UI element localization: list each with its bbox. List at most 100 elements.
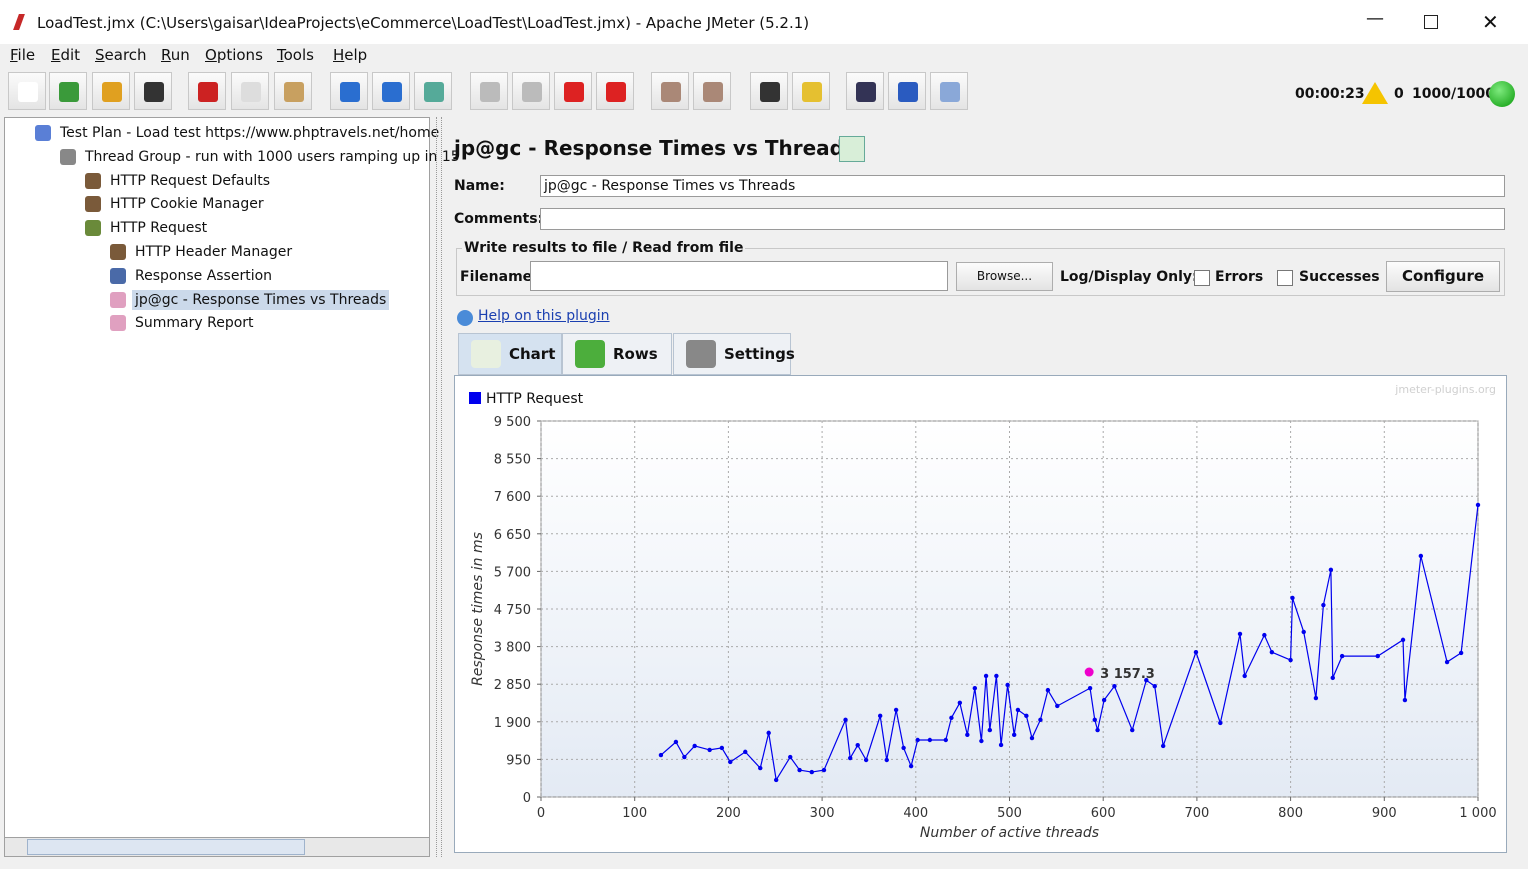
toolbar-button[interactable] [792, 72, 830, 110]
comments-field[interactable] [540, 208, 1505, 230]
toolbar-button[interactable] [846, 72, 884, 110]
tree-node[interactable]: HTTP Cookie Manager [110, 196, 264, 213]
warning-count: 0 [1394, 86, 1404, 102]
node-icon [110, 291, 126, 308]
data-point [766, 730, 771, 736]
node-icon [85, 172, 101, 189]
toolbar-button[interactable] [554, 72, 592, 110]
splitter[interactable] [436, 117, 442, 857]
toolbar-button[interactable] [470, 72, 508, 110]
data-point [658, 752, 664, 758]
data-point [1237, 631, 1243, 637]
maximize[interactable] [1424, 15, 1438, 29]
toolbar-button[interactable] [414, 72, 452, 110]
y-tick-label: 1 900 [494, 716, 531, 731]
menu-item[interactable]: Edit [51, 46, 81, 64]
data-point [1087, 685, 1093, 691]
legend-label: HTTP Request [486, 391, 584, 407]
tree-node[interactable]: HTTP Request [110, 220, 208, 237]
data-point [972, 685, 978, 691]
minimize[interactable]: — [1366, 8, 1384, 29]
node-icon [110, 267, 126, 284]
hover-point [1084, 667, 1094, 677]
errors-checkbox[interactable] [1194, 270, 1210, 286]
tab[interactable]: Rows [562, 333, 672, 375]
data-point [1055, 703, 1060, 709]
data-point [1038, 717, 1043, 723]
toolbar-button[interactable] [512, 72, 550, 110]
expand-icon[interactable] [839, 136, 865, 162]
toolbar-button[interactable] [651, 72, 689, 110]
name-field[interactable]: jp@gc - Response Times vs Threads [540, 175, 1505, 197]
data-point [1193, 649, 1199, 655]
tree-node[interactable]: Response Assertion [135, 267, 273, 284]
data-point [1024, 713, 1029, 719]
toolbar-button[interactable] [888, 72, 926, 110]
tab-icon [575, 340, 605, 368]
configure-button[interactable]: Configure [1386, 261, 1500, 292]
toolbar-button[interactable] [188, 72, 226, 110]
data-point [1321, 602, 1326, 608]
scroll-thumb[interactable] [27, 839, 305, 855]
data-point [1290, 595, 1295, 601]
data-point [983, 673, 989, 679]
toolbar [0, 68, 1520, 114]
tree-node[interactable]: Summary Report [135, 315, 254, 332]
toolbar-button[interactable] [693, 72, 731, 110]
x-tick-label: 500 [997, 806, 1022, 821]
menu-item[interactable]: File [10, 46, 36, 64]
close[interactable]: ✕ [1482, 10, 1499, 34]
horizontal-scrollbar[interactable] [4, 837, 430, 857]
data-point [692, 743, 697, 749]
menu-item[interactable]: Search [95, 46, 147, 64]
help-link[interactable]: Help on this plugin [478, 308, 610, 324]
toolbar-button[interactable] [274, 72, 312, 110]
toolbar-button[interactable] [930, 72, 968, 110]
successes-checkbox[interactable] [1277, 270, 1293, 286]
data-point [1092, 717, 1097, 723]
menu-item[interactable]: Run [161, 46, 190, 64]
tree-node[interactable]: HTTP Request Defaults [110, 172, 271, 189]
menu-item[interactable]: Help [333, 46, 368, 64]
browse-button[interactable]: Browse... [956, 262, 1053, 291]
filename-field[interactable] [530, 261, 948, 291]
toolbar-button[interactable] [92, 72, 130, 110]
tree-node[interactable]: jp@gc - Response Times vs Threads [132, 289, 390, 310]
warning-icon [1362, 82, 1388, 104]
toolbar-button[interactable] [49, 72, 87, 110]
x-tick-label: 0 [537, 806, 545, 821]
menu-item[interactable]: Options [205, 46, 263, 64]
y-tick-label: 4 750 [494, 603, 531, 618]
node-icon [60, 148, 76, 165]
y-tick-label: 8 550 [494, 453, 531, 468]
toolbar-button[interactable] [8, 72, 46, 110]
tree-node[interactable]: Test Plan - Load test https://www.phptra… [60, 125, 440, 141]
toolbar-button[interactable] [372, 72, 410, 110]
data-point [943, 737, 948, 743]
tree-node[interactable]: HTTP Header Manager [135, 244, 293, 260]
watermark: jmeter-plugins.org [1394, 383, 1496, 396]
data-point [1242, 673, 1247, 679]
data-point [855, 742, 860, 748]
data-point [797, 767, 802, 773]
data-point [848, 755, 853, 761]
toolbar-button[interactable] [596, 72, 634, 110]
toolbar-button[interactable] [231, 72, 269, 110]
node-icon [85, 220, 101, 237]
tree-node[interactable]: Thread Group - run with 1000 users rampi… [85, 148, 460, 165]
node-icon [110, 244, 126, 260]
menu-item[interactable]: Tools [277, 46, 314, 64]
toolbar-button[interactable] [134, 72, 172, 110]
y-tick-label: 0 [523, 791, 531, 806]
toolbar-button[interactable] [750, 72, 788, 110]
data-point [1313, 695, 1319, 701]
tab[interactable]: Settings [673, 333, 795, 375]
data-point [1375, 653, 1380, 659]
data-point [1218, 720, 1223, 726]
data-point [893, 707, 899, 713]
data-point [957, 700, 963, 706]
x-tick-label: 200 [716, 806, 741, 821]
toolbar-button[interactable] [330, 72, 368, 110]
node-icon [85, 196, 101, 213]
tab[interactable]: Chart [458, 333, 562, 375]
